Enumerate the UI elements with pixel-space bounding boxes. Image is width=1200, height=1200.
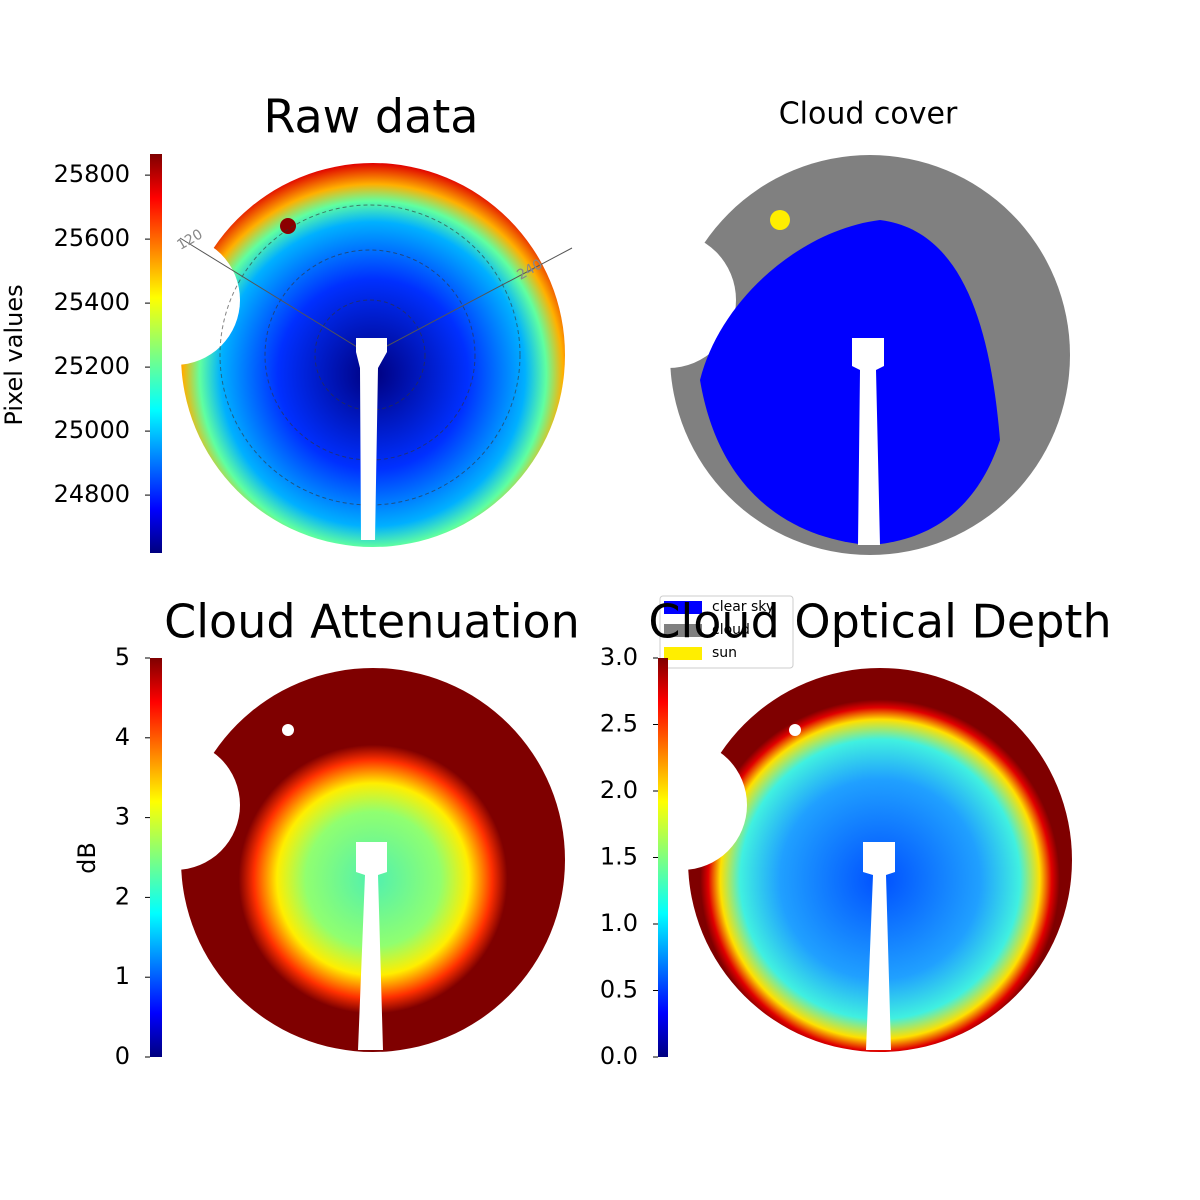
legend-label: clear sky	[712, 599, 774, 615]
tick-label: 5	[115, 643, 130, 671]
legend-swatch	[664, 647, 702, 660]
colorbar	[150, 154, 162, 553]
panel-title: Cloud cover	[779, 97, 958, 132]
optical-depth-image	[617, 668, 1072, 1052]
tick-label: 1.5	[600, 843, 638, 871]
panel-title: Raw data	[264, 90, 479, 144]
tick-label: 0.5	[600, 976, 638, 1004]
tick-label: 2	[115, 882, 130, 910]
tick-label: 4	[115, 723, 130, 751]
tick-label: 2.5	[600, 710, 638, 738]
legend-swatch	[664, 601, 702, 614]
tick-label: 1.0	[600, 909, 638, 937]
tick-label: 3.0	[600, 643, 638, 671]
tick-label: 1	[115, 962, 130, 990]
colorbar	[658, 658, 668, 1057]
colorbar-label: Pixel values	[0, 284, 28, 425]
legend-label: sun	[712, 645, 737, 661]
panel-title: Cloud Attenuation	[164, 595, 580, 649]
tick-label: 0.0	[600, 1042, 638, 1070]
raw-image	[110, 163, 573, 547]
panel-title: Cloud Optical Depth	[648, 595, 1111, 649]
legend-label: cloud	[712, 622, 750, 638]
cloud-cover-image	[600, 155, 1070, 555]
colorbar	[150, 658, 162, 1057]
tick-label: 25800	[54, 160, 130, 188]
tick-label: 0	[115, 1042, 130, 1070]
tick-label: 25600	[54, 224, 130, 252]
tick-label: 2.0	[600, 776, 638, 804]
attenuation-image	[110, 668, 565, 1052]
colorbar-label: dB	[73, 842, 101, 874]
tick-label: 25400	[54, 288, 130, 316]
tick-label: 25000	[54, 416, 130, 444]
tick-label: 3	[115, 803, 130, 831]
tick-label: 24800	[54, 480, 130, 508]
legend-swatch	[664, 624, 702, 637]
tick-label: 25200	[54, 352, 130, 380]
